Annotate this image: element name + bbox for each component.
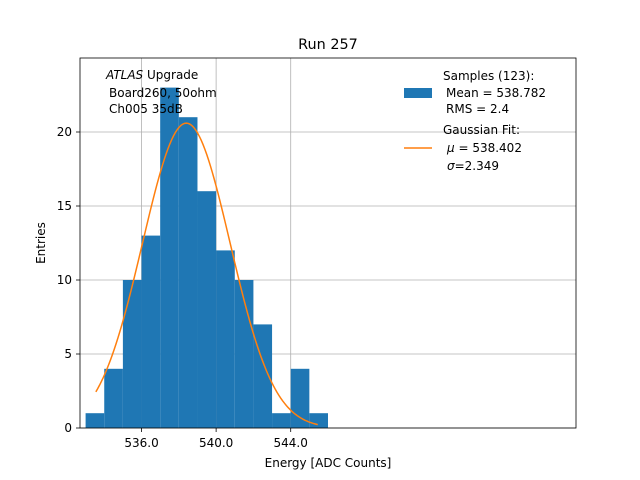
y-tick-label: 15 [57, 199, 72, 213]
histogram-bar [141, 235, 161, 428]
legend-sigma-value: =2.349 [455, 159, 499, 173]
histogram-bar [197, 191, 217, 428]
x-axis-label: Energy [ADC Counts] [265, 456, 392, 470]
x-tick-label: 540.0 [199, 436, 233, 450]
legend-samples-patch [404, 88, 432, 98]
y-axis-ticks: 0 5 10 15 20 [57, 125, 80, 435]
annotation-line-1: ATLAS Upgrade [105, 68, 198, 82]
chart-title: Run 257 [298, 37, 358, 53]
histogram-bars [85, 87, 328, 428]
y-axis-label: Entries [34, 222, 48, 264]
annotation-upgrade: Upgrade [143, 68, 198, 82]
histogram-bar [290, 368, 310, 428]
legend-samples-rms: RMS = 2.4 [446, 102, 509, 116]
y-tick-label: 0 [64, 421, 72, 435]
annotation-atlas: ATLAS [105, 68, 144, 82]
axes-frame [79, 57, 577, 429]
x-tick-label: 544.0 [274, 436, 308, 450]
histogram-bar [309, 413, 328, 428]
legend-sigma-symbol: σ [447, 159, 455, 173]
annotation-line-2: Board260, 50ohm [109, 86, 217, 100]
histogram-bar [85, 413, 105, 428]
legend-mu-symbol: μ [446, 141, 455, 155]
y-tick-label: 5 [64, 347, 72, 361]
legend-samples-mean: Mean = 538.782 [446, 86, 546, 100]
x-tick-label: 536.0 [124, 436, 158, 450]
legend: Samples (123): Mean = 538.782 RMS = 2.4 … [404, 69, 546, 173]
legend-fit-sigma: σ=2.349 [447, 159, 499, 173]
y-tick-label: 20 [57, 125, 72, 139]
legend-fit-mu: μ = 538.402 [446, 141, 522, 155]
atlas-annotation: ATLAS Upgrade Board260, 50ohm Ch005 35dB [105, 68, 217, 116]
histogram-bar [104, 368, 123, 428]
gaussian-fit-curve [95, 122, 318, 426]
legend-mu-value: = 538.402 [455, 141, 522, 155]
histogram-bar [160, 87, 179, 428]
histogram-bar [178, 117, 198, 428]
legend-fit-label: Gaussian Fit: [443, 123, 520, 137]
annotation-line-3: Ch005 35dB [109, 102, 183, 116]
legend-samples-label: Samples (123): [443, 69, 534, 83]
histogram-bar [272, 413, 291, 428]
histogram-bar [122, 280, 142, 428]
x-axis-ticks: 536.0 540.0 544.0 [124, 428, 308, 450]
histogram-bar [216, 250, 235, 428]
y-tick-label: 10 [57, 273, 72, 287]
